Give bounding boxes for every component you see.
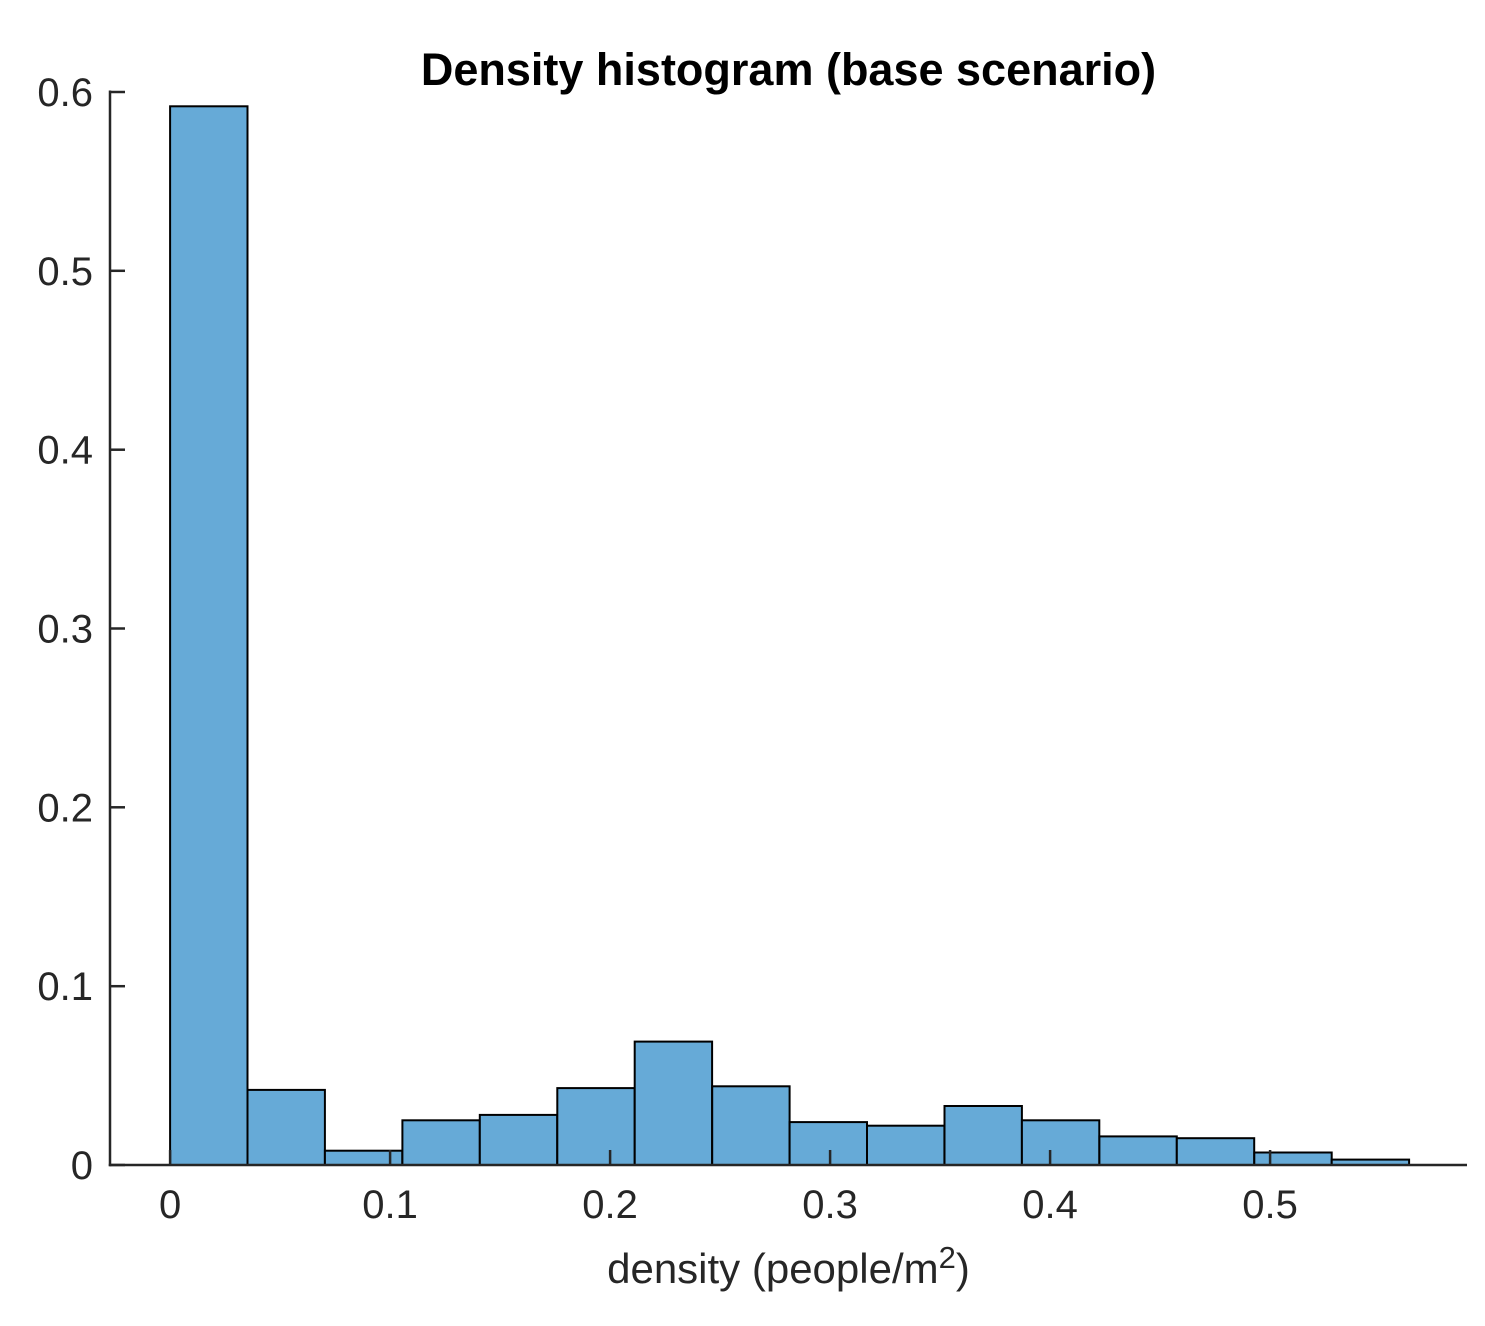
histogram-bar bbox=[633, 1040, 714, 1166]
histogram-bar bbox=[1253, 1151, 1333, 1166]
x-tick-label: 0.4 bbox=[1022, 1183, 1078, 1227]
histogram-bar bbox=[169, 105, 249, 1166]
histogram-bar bbox=[711, 1085, 791, 1167]
x-axis-label-superscript: 2 bbox=[938, 1240, 956, 1275]
x-tick-label: 0 bbox=[159, 1183, 181, 1227]
x-tick-label: 0.1 bbox=[362, 1183, 418, 1227]
y-tick-label: 0.4 bbox=[37, 429, 93, 473]
histogram-bar bbox=[246, 1088, 326, 1167]
histogram-bar bbox=[943, 1105, 1023, 1166]
x-tick-label: 0.3 bbox=[802, 1183, 858, 1227]
y-tick-label: 0 bbox=[71, 1144, 93, 1188]
x-axis-label: density (people/m2) bbox=[110, 1240, 1467, 1294]
chart-title: Density histogram (base scenario) bbox=[420, 44, 1157, 95]
x-tick-label: 0.2 bbox=[582, 1183, 638, 1227]
histogram-bar bbox=[1098, 1135, 1178, 1167]
histogram-bar bbox=[556, 1087, 636, 1166]
histogram-bar bbox=[478, 1113, 559, 1167]
histogram-bar bbox=[401, 1119, 481, 1167]
x-axis-label-suffix: ) bbox=[955, 1245, 970, 1292]
histogram-bar bbox=[1175, 1137, 1256, 1166]
histogram-bar bbox=[788, 1121, 868, 1166]
x-tick-label: 0.5 bbox=[1242, 1183, 1298, 1227]
y-tick-label: 0.2 bbox=[37, 786, 93, 830]
histogram-bar bbox=[866, 1124, 946, 1166]
y-tick-label: 0.3 bbox=[37, 608, 93, 652]
x-axis-label-text: density (people/m bbox=[607, 1245, 939, 1292]
y-tick-label: 0.6 bbox=[37, 71, 93, 115]
y-tick-label: 0.5 bbox=[37, 250, 93, 294]
y-tick-label: 0.1 bbox=[37, 965, 93, 1009]
histogram-bar bbox=[1020, 1119, 1101, 1167]
